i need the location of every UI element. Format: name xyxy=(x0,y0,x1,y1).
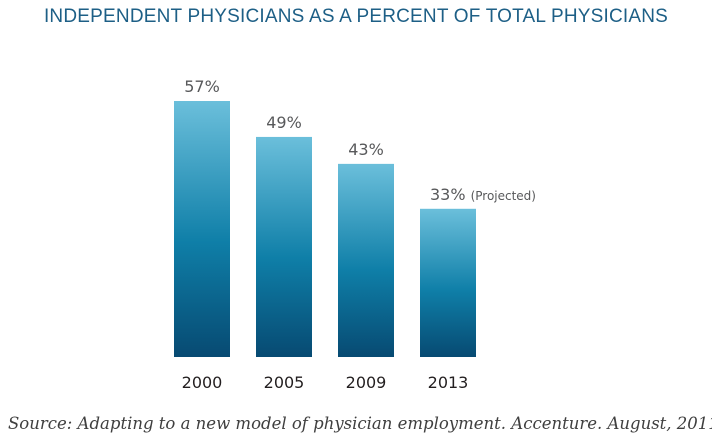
bars-group xyxy=(174,101,476,357)
value-label-2013: 33% (Projected) xyxy=(430,185,536,204)
value-label-2009: 43% xyxy=(348,140,384,159)
category-label-2000: 2000 xyxy=(182,373,223,392)
chart-title: INDEPENDENT PHYSICIANS AS A PERCENT OF T… xyxy=(43,6,669,27)
category-label-2005: 2005 xyxy=(264,373,305,392)
category-label-2013: 2013 xyxy=(428,373,469,392)
labels-group: 57% 2000 49% 2005 43% 2009 33% (Projected) 2013 xyxy=(182,77,536,392)
value-label-2000: 57% xyxy=(184,77,220,96)
bar-2000 xyxy=(174,101,230,357)
value-label-2005: 49% xyxy=(266,113,302,132)
bar-2009 xyxy=(338,163,394,357)
category-label-2009: 2009 xyxy=(346,373,387,392)
bar-2005 xyxy=(256,136,312,357)
source-caption: Source: Adapting to a new model of physi… xyxy=(8,414,712,433)
bar-2013 xyxy=(420,208,476,357)
